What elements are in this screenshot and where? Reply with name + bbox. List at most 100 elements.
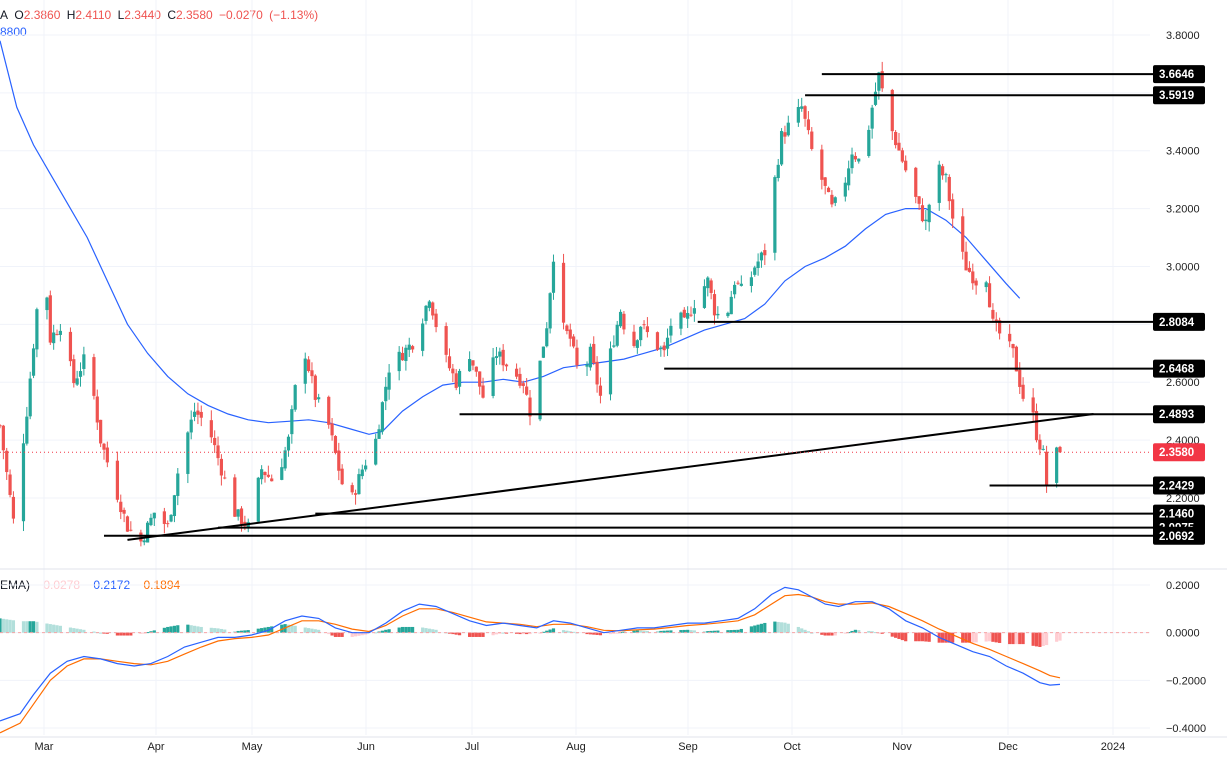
candle-down: [162, 511, 166, 524]
macd-histogram-bar: [759, 623, 764, 633]
candle-up: [78, 371, 83, 377]
macd-histogram-bar: [290, 625, 294, 633]
candle-up: [82, 354, 86, 369]
candle-down: [481, 385, 485, 398]
macd-histogram-bar: [431, 629, 435, 633]
candle-down: [998, 320, 1002, 334]
macd-histogram-bar: [491, 632, 495, 636]
macd-histogram-bar: [256, 628, 260, 633]
price-axis-tick-label: 3.2000: [1166, 204, 1200, 216]
symbol-prefix: A: [0, 8, 9, 22]
candle-up: [176, 473, 180, 496]
candle-down: [119, 501, 123, 513]
macd-histogram-bar: [457, 632, 462, 636]
macd-histogram-bar: [350, 632, 354, 637]
candle-up: [364, 465, 368, 470]
close-value: 2.3580: [175, 8, 213, 22]
candle-up: [733, 284, 737, 295]
candle-up: [612, 345, 616, 347]
ma-line-path: [0, 40, 1021, 435]
candle-up: [152, 512, 156, 519]
macd-histogram-bar: [397, 627, 401, 633]
level-price-tag: [1153, 65, 1205, 84]
level-price-tag-label: 3.5919: [1159, 90, 1194, 102]
candle-up: [169, 514, 173, 522]
macd-histogram-bar: [894, 632, 898, 638]
candle-down: [434, 313, 438, 328]
time-axis-tick-label: 2024: [1101, 741, 1125, 753]
candle-down: [199, 411, 203, 418]
macd-histogram-bar: [474, 632, 478, 637]
macd-histogram-bar: [1, 618, 5, 633]
macd-histogram-bar: [176, 625, 180, 633]
candle-down: [897, 142, 901, 151]
macd-histogram-bar: [709, 630, 713, 633]
candle-down: [521, 383, 525, 386]
macd-histogram-bar: [974, 632, 978, 643]
candle-up: [686, 312, 690, 319]
candle-up: [937, 164, 941, 203]
candle-down: [55, 334, 59, 336]
macd-histogram-bar: [270, 626, 274, 633]
candle-down: [1008, 333, 1012, 342]
macd-histogram-bar: [823, 632, 827, 636]
macd-histogram-bar: [92, 631, 96, 633]
candle-up: [192, 411, 197, 417]
candle-up: [149, 517, 153, 526]
time-axis-tick-label: Aug: [566, 741, 586, 753]
level-price-tag-label: 2.2429: [1159, 481, 1194, 493]
macd-histogram-bar: [404, 626, 408, 633]
macd-histogram-bar: [890, 632, 894, 637]
macd-histogram-bar: [608, 632, 613, 635]
macd-histogram-bar: [31, 621, 36, 633]
macd-histogram-bar: [58, 625, 62, 633]
open-label: O: [14, 8, 24, 22]
macd-histogram-bar: [615, 632, 619, 634]
macd-histogram-bar: [501, 632, 505, 634]
candle-down: [444, 326, 448, 355]
macd-histogram-bar: [753, 625, 757, 633]
candle-down: [568, 329, 572, 339]
macd-histogram-bar: [991, 632, 995, 642]
candle-down: [987, 283, 992, 308]
candle-down: [474, 366, 478, 372]
candle-up: [659, 347, 663, 349]
candle-up: [280, 467, 284, 480]
macd-histogram-bar: [843, 632, 847, 634]
macd-histogram-bar: [48, 624, 52, 633]
macd-histogram-bar: [233, 631, 237, 633]
candle-down: [8, 474, 12, 495]
candle-down: [219, 458, 223, 476]
candle-down: [72, 359, 76, 384]
macd-histogram-bar: [1011, 632, 1015, 645]
macd-histogram-bar: [867, 630, 871, 633]
macd-histogram-bar: [920, 632, 925, 642]
macd-histogram-bar: [639, 630, 643, 633]
macd-histogram-bar: [384, 629, 388, 633]
macd-histogram-bar: [454, 632, 458, 635]
macd-histogram-bar: [313, 629, 317, 633]
candle-down: [48, 295, 52, 343]
candle-up: [759, 252, 764, 261]
macd-histogram-bar: [826, 632, 831, 636]
low-value: 2.3440: [124, 8, 161, 22]
macd-histogram-bar: [1031, 632, 1035, 646]
macd-histogram-bar: [303, 627, 307, 633]
candle-down: [823, 177, 827, 186]
candle-down: [122, 509, 126, 514]
macd-histogram-bar: [561, 630, 566, 633]
candle-down: [561, 262, 566, 323]
macd-histogram-bar: [786, 623, 790, 633]
candle-down: [806, 119, 811, 131]
macd-axis-tick-label: −0.4000: [1166, 723, 1206, 735]
macd-histogram-bar: [5, 619, 9, 633]
level-price-tag: [1153, 504, 1205, 523]
macd-histogram-bar: [55, 625, 59, 633]
trendline: [127, 413, 1094, 541]
candle-up: [541, 346, 546, 358]
candle-down: [350, 485, 354, 493]
macd-histogram-bar: [763, 622, 767, 633]
macd-histogram-bar: [595, 632, 599, 635]
candle-down: [209, 420, 213, 438]
